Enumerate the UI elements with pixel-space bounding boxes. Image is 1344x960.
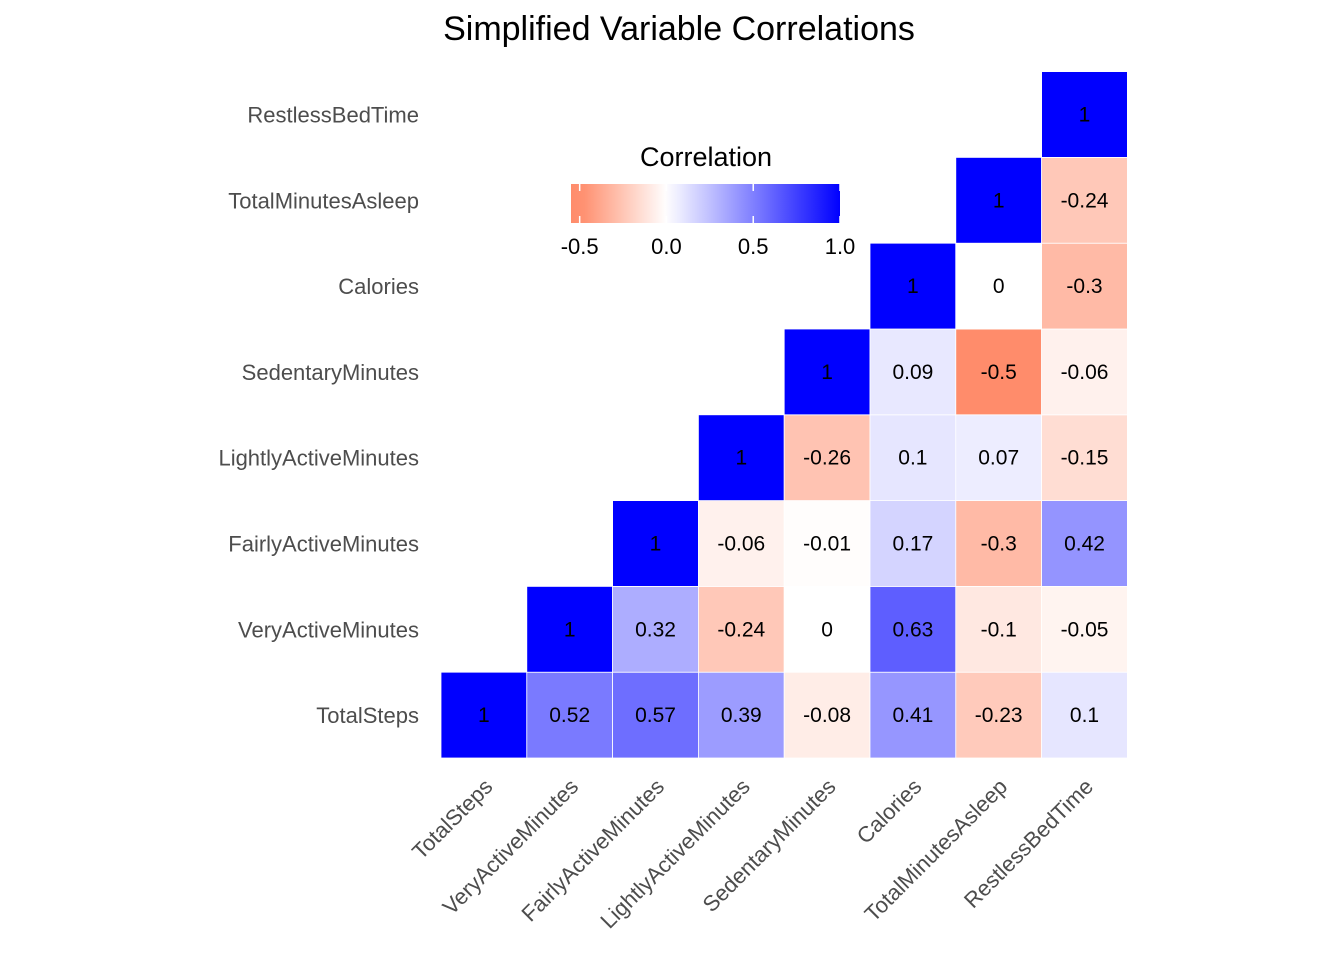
- heatmap-cell: [1041, 586, 1128, 673]
- heatmap-cell: [612, 586, 699, 673]
- heatmap-cell: [1041, 242, 1128, 330]
- cell-value-label: -0.06: [1061, 361, 1109, 384]
- y-tick-label: SedentaryMinutes: [242, 360, 419, 385]
- heatmap-cell: [1041, 414, 1128, 501]
- cell-value-label: 1: [1079, 104, 1091, 127]
- x-tick-label: LightlyActiveMinutes: [595, 774, 754, 933]
- cell-value-label: 0.32: [635, 618, 676, 641]
- cell-value-label: 1: [993, 189, 1005, 212]
- cell-value-label: -0.3: [981, 533, 1017, 556]
- heatmap-cell: [440, 671, 528, 759]
- cell-value-label: 0.57: [635, 704, 676, 727]
- heatmap-cell: [783, 414, 871, 501]
- y-tick-label: TotalMinutesAsleep: [228, 188, 419, 213]
- cell-value-label: 0.52: [549, 704, 590, 727]
- x-axis-tick-labels: TotalStepsVeryActiveMinutesFairlyActiveM…: [407, 774, 1098, 933]
- heatmap-cell: [869, 586, 957, 673]
- legend-ticks: -0.5 0.0 0.5 1.0: [561, 184, 856, 259]
- cell-value-label: -0.15: [1061, 447, 1109, 470]
- heatmap-cell: [783, 586, 871, 673]
- heatmap-cell: [955, 500, 1042, 587]
- cell-value-label: 1: [564, 618, 576, 641]
- legend-tick-label: 0.5: [738, 234, 769, 259]
- y-tick-label: VeryActiveMinutes: [238, 617, 419, 642]
- chart-title: Simplified Variable Correlations: [443, 10, 915, 48]
- x-tick-label: TotalMinutesAsleep: [860, 774, 1013, 927]
- y-tick-label: RestlessBedTime: [247, 103, 419, 128]
- heatmap-cell: [526, 586, 613, 673]
- cell-value-label: 0: [821, 618, 833, 641]
- cell-value-label: -0.3: [1066, 275, 1102, 298]
- cell-value-label: 1: [735, 447, 747, 470]
- cell-value-label: 0.39: [721, 704, 762, 727]
- cell-value-label: 0.07: [978, 447, 1019, 470]
- cell-value-label: 0.41: [892, 704, 933, 727]
- heatmap-cells: 1 0.52 0.57 0.39 -0.08 0.41 -0.23 0.1 1 0.32 -0.24…: [440, 71, 1128, 759]
- heatmap-cell: [869, 242, 957, 330]
- cell-value-label: 1: [907, 275, 919, 298]
- heatmap-cell: [526, 671, 613, 759]
- heatmap-cell: [698, 500, 785, 587]
- cell-value-label: 0.63: [892, 618, 933, 641]
- heatmap-cell: [955, 156, 1042, 244]
- heatmap-cell: [869, 671, 957, 759]
- cell-value-label: 0: [993, 275, 1005, 298]
- cell-value-label: -0.05: [1061, 618, 1109, 641]
- x-tick-label: Calories: [852, 774, 927, 849]
- cell-value-label: 1: [821, 361, 833, 384]
- cell-value-label: -0.24: [717, 618, 765, 641]
- x-tick-label: TotalSteps: [407, 774, 497, 864]
- cell-value-label: 0.09: [892, 361, 933, 384]
- x-tick-label: FairlyActiveMinutes: [516, 774, 669, 927]
- y-tick-label: LightlyActiveMinutes: [218, 446, 419, 471]
- heatmap-cell: [612, 500, 699, 587]
- y-tick-label: Calories: [338, 274, 419, 299]
- cell-value-label: 0.1: [1070, 704, 1099, 727]
- heatmap-cell: [869, 328, 957, 416]
- cell-value-label: -0.01: [803, 533, 851, 556]
- heatmap-cell: [783, 500, 871, 587]
- cell-value-label: -0.06: [717, 533, 765, 556]
- heatmap-cell: [955, 328, 1042, 416]
- y-axis-tick-labels: TotalSteps VeryActiveMinutes FairlyActiveM…: [218, 103, 419, 729]
- color-legend: Correlation -0.5 0.0 0.5 1.0: [561, 142, 856, 259]
- legend-tick-label: 0.0: [651, 234, 682, 259]
- heatmap-cell: [1041, 156, 1128, 244]
- heatmap-cell: [1041, 71, 1128, 158]
- cell-value-label: -0.5: [981, 361, 1017, 384]
- heatmap-cell: [698, 671, 785, 759]
- cell-value-label: -0.24: [1061, 189, 1109, 212]
- heatmap-cell: [955, 671, 1042, 759]
- legend-tick-label: -0.5: [561, 234, 599, 259]
- cell-value-label: -0.23: [975, 704, 1023, 727]
- heatmap-cell: [783, 328, 871, 416]
- cell-value-label: 0.17: [892, 533, 933, 556]
- heatmap-cell: [1041, 671, 1128, 759]
- cell-value-label: -0.08: [803, 704, 851, 727]
- heatmap-cell: [955, 414, 1042, 501]
- cell-value-label: 0.42: [1064, 533, 1105, 556]
- cell-value-label: -0.1: [981, 618, 1017, 641]
- cell-value-label: 1: [650, 533, 662, 556]
- cell-value-label: 0.1: [898, 447, 927, 470]
- heatmap-cell: [1041, 328, 1128, 416]
- legend-color-bar: [571, 184, 840, 223]
- y-tick-label: FairlyActiveMinutes: [228, 532, 419, 557]
- legend-title: Correlation: [640, 142, 772, 172]
- heatmap-cell: [1041, 500, 1128, 587]
- legend-tick-label: 1.0: [825, 234, 856, 259]
- heatmap-cell: [698, 414, 785, 501]
- heatmap-cell: [869, 500, 957, 587]
- cell-value-label: -0.26: [803, 447, 851, 470]
- y-tick-label: TotalSteps: [316, 703, 419, 728]
- heatmap-cell: [783, 671, 871, 759]
- cell-value-label: 1: [478, 704, 490, 727]
